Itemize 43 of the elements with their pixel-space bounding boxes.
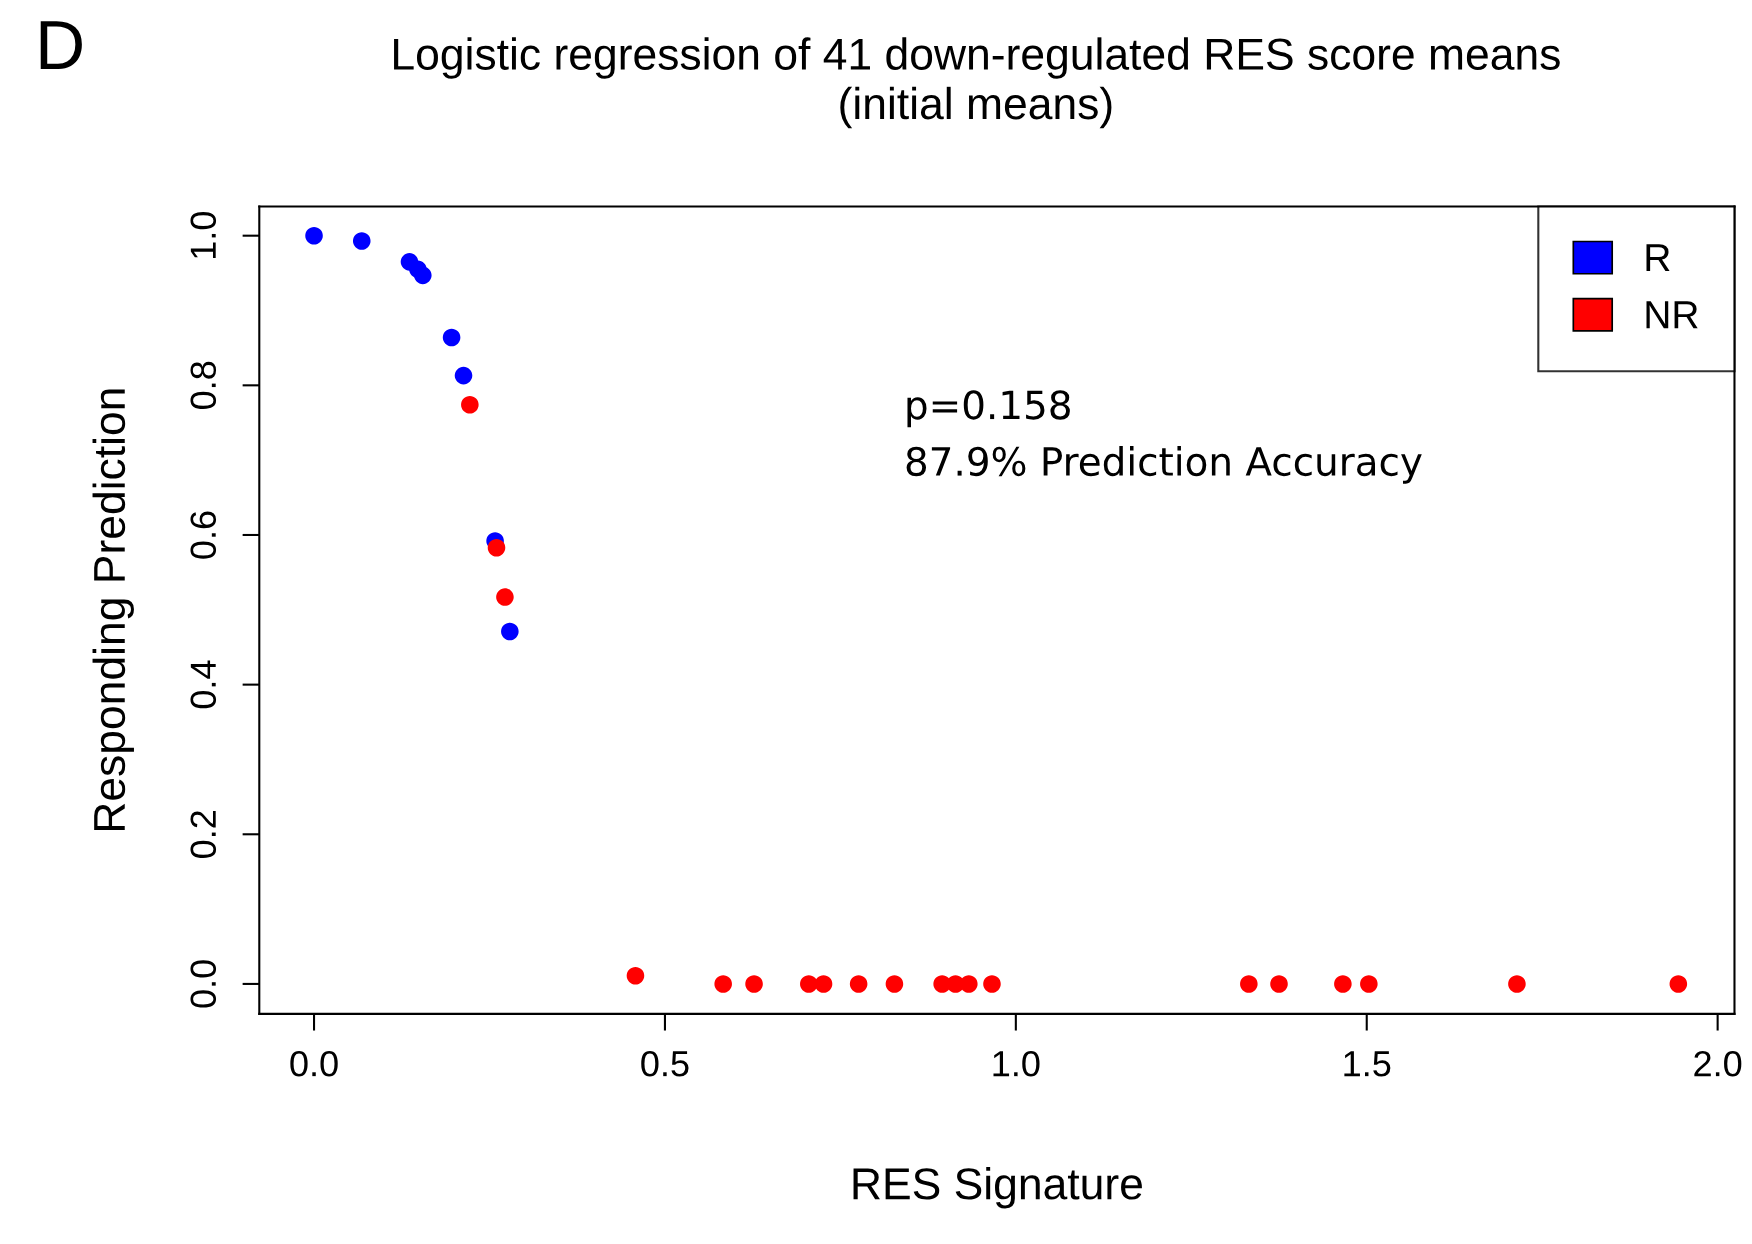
point xyxy=(1669,975,1688,993)
point xyxy=(501,622,519,641)
x-tick-label: 1.0 xyxy=(993,1050,1040,1077)
point xyxy=(352,232,371,250)
point xyxy=(305,226,323,245)
annotation: p=0.158 xyxy=(907,390,1070,428)
point xyxy=(454,366,473,385)
point xyxy=(1508,975,1526,993)
text: D xyxy=(40,21,82,69)
y-axis-title: Responding Prediction xyxy=(92,389,134,831)
point xyxy=(414,266,432,285)
legend-label: NR xyxy=(1646,301,1698,329)
point xyxy=(461,396,479,414)
point xyxy=(1334,975,1352,993)
y-tick-label: 0.8 xyxy=(190,361,217,410)
point xyxy=(814,975,833,993)
point xyxy=(496,588,514,606)
x-axis-title: RES Signature xyxy=(853,1166,1142,1209)
x-tick-label: 2.0 xyxy=(1694,1050,1742,1077)
x-tick-label: 0.5 xyxy=(641,1050,689,1077)
y-tick-label: 1.0 xyxy=(190,212,217,259)
point xyxy=(442,328,461,347)
y-tick-label: 0.0 xyxy=(190,960,217,1008)
point xyxy=(960,975,978,993)
y-tick-label: 0.6 xyxy=(190,511,217,559)
point xyxy=(626,966,645,985)
point xyxy=(1240,975,1258,993)
point xyxy=(983,975,1001,993)
legend-label: R xyxy=(1646,244,1670,272)
point xyxy=(487,538,506,557)
point xyxy=(885,975,904,993)
point xyxy=(745,975,763,993)
point xyxy=(1360,975,1378,993)
y-tick-label: 0.4 xyxy=(190,660,217,709)
point xyxy=(800,975,818,993)
annotation: 87.9% Prediction Accuracy xyxy=(906,446,1422,484)
x-tick-label: 1.5 xyxy=(1344,1051,1391,1077)
y-tick-label: 0.2 xyxy=(190,810,217,858)
chart-title: Logistic regression of 41 down-regulated RES score means (initial means) xyxy=(394,37,1560,129)
point xyxy=(1270,975,1288,993)
x-tick-label: 0.0 xyxy=(290,1050,338,1077)
point xyxy=(714,975,732,993)
point xyxy=(849,975,868,993)
